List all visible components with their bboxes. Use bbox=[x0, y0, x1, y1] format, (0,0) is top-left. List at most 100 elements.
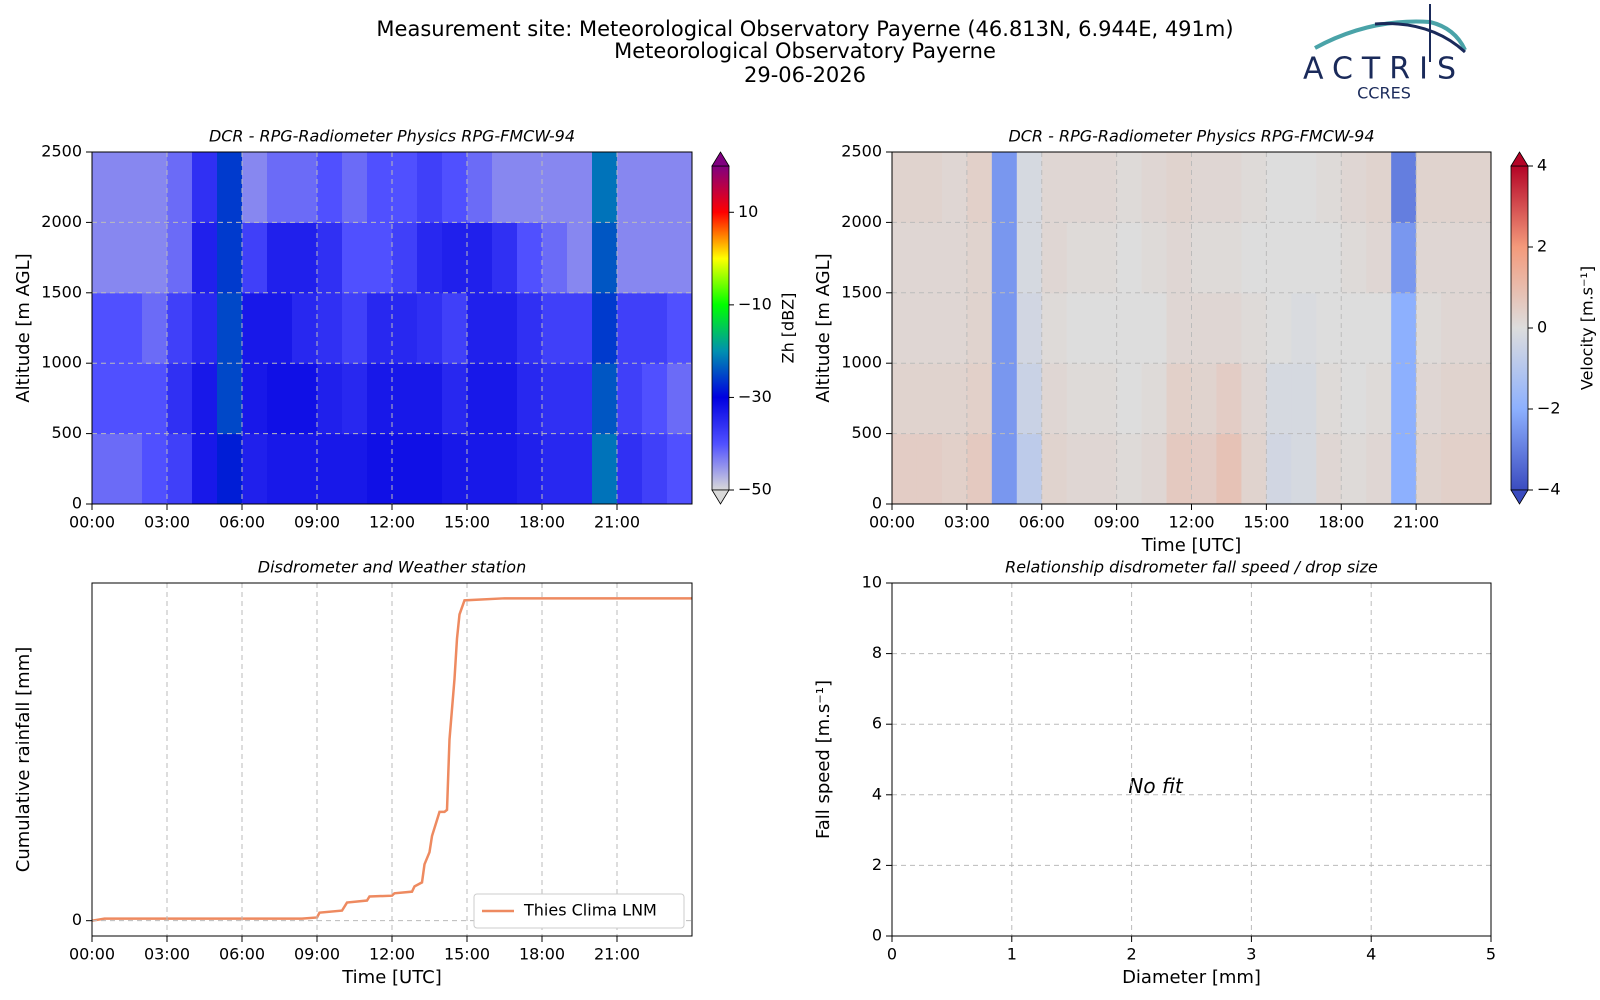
heatmap-cell bbox=[642, 363, 668, 435]
heatmap-cell bbox=[92, 292, 118, 364]
x-tick-label: 00:00 bbox=[69, 945, 115, 964]
x-tick-label: 06:00 bbox=[219, 945, 265, 964]
heatmap-cell bbox=[1316, 433, 1342, 505]
heatmap-cell bbox=[617, 363, 643, 435]
panel-title: DCR - RPG-Radiometer Physics RPG-FMCW-94 bbox=[209, 127, 575, 146]
heatmap-cell bbox=[1166, 433, 1192, 505]
x-tick-label: 12:00 bbox=[1168, 513, 1214, 532]
heatmap-cell bbox=[217, 363, 243, 435]
colorbar-label: Velocity [m.s⁻¹] bbox=[1578, 266, 1597, 390]
heatmap-cell bbox=[1291, 222, 1317, 294]
y-tick-label: 0 bbox=[872, 494, 882, 513]
heatmap-cell bbox=[317, 292, 343, 364]
heatmap-cell bbox=[617, 433, 643, 505]
heatmap-cell bbox=[267, 363, 293, 435]
heatmap-cell bbox=[1441, 222, 1467, 294]
heatmap-cell bbox=[617, 222, 643, 294]
heatmap-cell bbox=[417, 152, 443, 223]
x-tick-label: 15:00 bbox=[444, 945, 490, 964]
heatmap-cell bbox=[1341, 222, 1367, 294]
x-tick-label: 4 bbox=[1366, 945, 1376, 964]
panel: DCR - RPG-Radiometer Physics RPG-FMCW-94… bbox=[13, 127, 798, 532]
y-tick-label: 2500 bbox=[41, 142, 82, 161]
x-tick-label: 2 bbox=[1127, 945, 1137, 964]
colorbar-tick-label: −30 bbox=[738, 387, 772, 406]
heatmap-cell bbox=[442, 363, 468, 435]
heatmap-cell bbox=[1116, 292, 1143, 364]
line-series bbox=[91, 597, 692, 922]
heatmap-cell bbox=[592, 363, 618, 435]
y-tick-label: 2500 bbox=[841, 142, 882, 161]
heatmap-cell bbox=[317, 433, 343, 505]
heatmap-cell bbox=[1066, 222, 1093, 294]
heatmap-cell bbox=[916, 433, 943, 505]
x-tick-label: 12:00 bbox=[369, 513, 415, 532]
heatmap-cell bbox=[1091, 222, 1118, 294]
heatmap-cell bbox=[1216, 222, 1242, 294]
heatmap-cell bbox=[1091, 292, 1118, 364]
heatmap-cell bbox=[417, 292, 443, 364]
heatmap-cell bbox=[916, 363, 943, 435]
heatmap-cell bbox=[167, 292, 193, 364]
heatmap-cell bbox=[1041, 433, 1068, 505]
axes-frame bbox=[91, 151, 693, 505]
heatmap-cell bbox=[617, 152, 643, 223]
heatmap-cell bbox=[1016, 363, 1043, 435]
heatmap-cell bbox=[1091, 363, 1118, 435]
heatmap-cell bbox=[292, 292, 318, 364]
colorbar-extend bbox=[1510, 489, 1529, 505]
heatmap-cell bbox=[1291, 292, 1317, 364]
x-tick-label: 15:00 bbox=[1243, 513, 1289, 532]
heatmap-cell bbox=[1166, 152, 1192, 223]
y-tick-label: 2000 bbox=[841, 212, 882, 231]
heatmap-cell bbox=[267, 222, 293, 294]
y-tick-label: 2 bbox=[872, 855, 882, 874]
axes-frame bbox=[91, 582, 693, 937]
heatmap-cell bbox=[467, 292, 493, 364]
heatmap-cell bbox=[167, 152, 193, 223]
panel: DCR - RPG-Radiometer Physics RPG-FMCW-94… bbox=[813, 127, 1597, 557]
logo-text: ACTRIS bbox=[1303, 52, 1465, 87]
heatmap-cell bbox=[1066, 152, 1093, 223]
heatmap-cell bbox=[991, 363, 1018, 435]
heatmap-cell bbox=[117, 292, 143, 364]
heatmap-cell bbox=[1091, 152, 1118, 223]
heatmap-cell bbox=[317, 222, 343, 294]
colorbar-tick-label: −2 bbox=[1537, 399, 1561, 418]
colorbar-extend bbox=[1510, 151, 1529, 167]
colorbar-tick-label: 10 bbox=[738, 202, 758, 221]
heatmap-cell bbox=[392, 363, 418, 435]
heatmap-cell bbox=[142, 152, 168, 223]
heatmap-cell bbox=[1266, 433, 1292, 505]
heatmap-cell bbox=[417, 222, 443, 294]
heatmap-cell bbox=[1191, 433, 1217, 505]
heatmap-cell bbox=[392, 292, 418, 364]
heatmap-cell bbox=[941, 152, 968, 223]
panel: Relationship disdrometer fall speed / dr… bbox=[813, 558, 1496, 989]
axes-frame bbox=[891, 582, 1492, 937]
heatmap-cell bbox=[1116, 152, 1143, 223]
heatmap-cell bbox=[542, 433, 568, 505]
y-tick-label: 8 bbox=[872, 643, 882, 662]
heatmap-cell bbox=[1291, 433, 1317, 505]
heatmap-cell bbox=[1016, 222, 1043, 294]
heatmap-cell bbox=[117, 152, 143, 223]
heatmap-cell bbox=[467, 222, 493, 294]
heatmap-cell bbox=[941, 292, 968, 364]
heatmap-cell bbox=[1116, 363, 1143, 435]
x-tick-label: 15:00 bbox=[444, 513, 490, 532]
heatmap-cell bbox=[1116, 222, 1143, 294]
legend-entry: Thies Clima LNM bbox=[523, 901, 657, 920]
logo-arc bbox=[1374, 22, 1467, 54]
heatmap-cell bbox=[1266, 152, 1292, 223]
logo-arc bbox=[1314, 19, 1467, 51]
heatmap-cell bbox=[417, 363, 443, 435]
heatmap-cell bbox=[1241, 152, 1267, 223]
heatmap-cell bbox=[1291, 363, 1317, 435]
heatmap-cell bbox=[142, 222, 168, 294]
x-tick-label: 09:00 bbox=[1094, 513, 1140, 532]
heatmap-cell bbox=[467, 433, 493, 505]
heatmap-cell bbox=[417, 433, 443, 505]
y-axis-label: Fall speed [m.s⁻¹] bbox=[813, 680, 834, 839]
heatmap-cell bbox=[342, 363, 368, 435]
